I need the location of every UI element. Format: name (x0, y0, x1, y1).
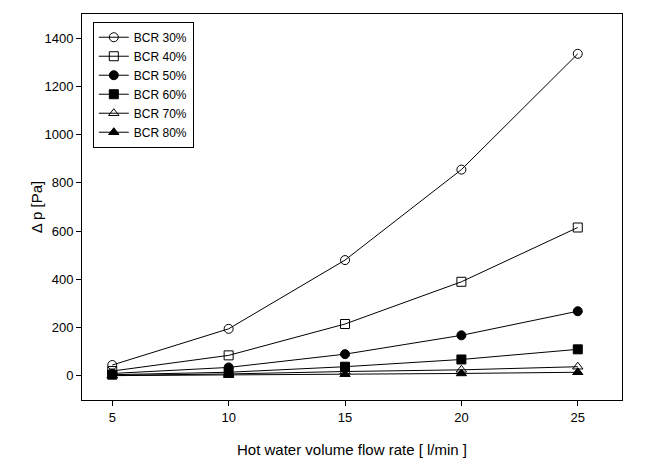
svg-text:BCR 60%: BCR 60% (134, 88, 187, 102)
svg-text:BCR 80%: BCR 80% (134, 126, 187, 140)
svg-text:800: 800 (52, 175, 74, 190)
svg-text:400: 400 (52, 272, 74, 287)
svg-text:1000: 1000 (44, 127, 73, 142)
svg-text:15: 15 (338, 410, 352, 425)
svg-text:BCR 40%: BCR 40% (134, 50, 187, 64)
svg-text:1200: 1200 (44, 79, 73, 94)
svg-text:BCR 30%: BCR 30% (134, 31, 187, 45)
svg-text:20: 20 (454, 410, 468, 425)
svg-text:1400: 1400 (44, 31, 73, 46)
svg-text:10: 10 (221, 410, 235, 425)
svg-text:Δ p [Pa]: Δ p [Pa] (28, 181, 45, 234)
svg-text:5: 5 (109, 410, 116, 425)
svg-text:200: 200 (52, 320, 74, 335)
svg-text:0: 0 (66, 368, 73, 383)
svg-text:600: 600 (52, 224, 74, 239)
svg-text:25: 25 (571, 410, 585, 425)
svg-text:Hot water volume flow rate [ l: Hot water volume flow rate [ l/min ] (237, 441, 467, 458)
svg-text:BCR 50%: BCR 50% (134, 69, 187, 83)
svg-text:BCR 70%: BCR 70% (134, 107, 187, 121)
